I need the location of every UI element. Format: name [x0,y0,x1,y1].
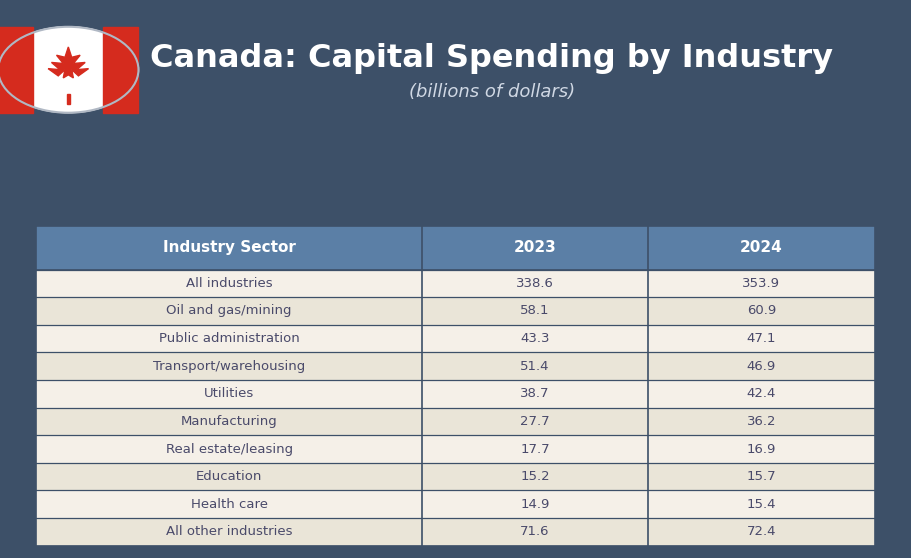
Text: 2024: 2024 [740,240,783,255]
Text: 72.4: 72.4 [747,526,776,538]
Text: All other industries: All other industries [166,526,292,538]
Text: 16.9: 16.9 [747,442,776,455]
Bar [36,353,875,380]
Bar [67,94,70,104]
Bar [36,518,875,546]
Bar [36,297,875,325]
Text: Education: Education [196,470,262,483]
Text: 60.9: 60.9 [747,305,776,318]
Text: Real estate/leasing: Real estate/leasing [166,442,292,455]
Text: 58.1: 58.1 [520,305,550,318]
Bar [36,407,875,435]
Text: 14.9: 14.9 [520,498,550,511]
Bar [103,27,138,113]
Text: All industries: All industries [186,277,272,290]
Text: Industry Sector: Industry Sector [163,240,296,255]
Bar [36,380,875,407]
Text: 42.4: 42.4 [747,387,776,400]
Text: 36.2: 36.2 [747,415,776,428]
Bar [36,490,875,518]
Bar [36,226,875,270]
Text: 27.7: 27.7 [520,415,550,428]
Text: Public administration: Public administration [159,332,300,345]
Bar [36,270,875,297]
Text: Oil and gas/mining: Oil and gas/mining [167,305,292,318]
Text: Manufacturing: Manufacturing [180,415,278,428]
Text: 353.9: 353.9 [742,277,781,290]
Text: 38.7: 38.7 [520,387,550,400]
Text: 71.6: 71.6 [520,526,550,538]
Text: 15.7: 15.7 [747,470,776,483]
Bar [36,463,875,490]
Bar [0,27,34,113]
Text: 17.7: 17.7 [520,442,550,455]
Text: 46.9: 46.9 [747,360,776,373]
Text: 15.2: 15.2 [520,470,550,483]
Text: 43.3: 43.3 [520,332,550,345]
Text: Transport/warehousing: Transport/warehousing [153,360,305,373]
Circle shape [0,27,138,113]
Text: 51.4: 51.4 [520,360,550,373]
Bar [36,325,875,353]
Text: 338.6: 338.6 [517,277,554,290]
Text: 15.4: 15.4 [747,498,776,511]
Text: 47.1: 47.1 [747,332,776,345]
Text: Canada: Capital Spending by Industry: Canada: Capital Spending by Industry [150,43,834,74]
Text: Utilities: Utilities [204,387,254,400]
Bar [36,435,875,463]
Polygon shape [48,47,88,78]
Text: Health care: Health care [190,498,268,511]
Text: (billions of dollars): (billions of dollars) [409,83,575,101]
Text: 2023: 2023 [514,240,557,255]
